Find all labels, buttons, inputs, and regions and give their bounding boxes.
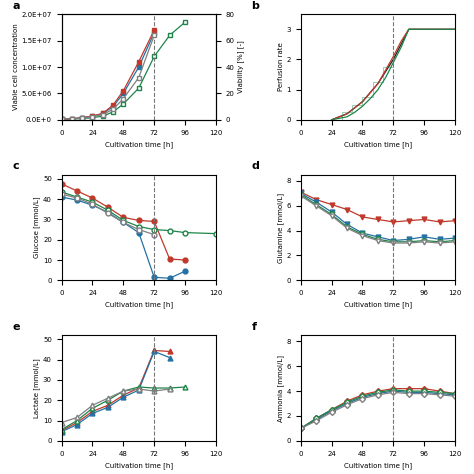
X-axis label: Cultivation time [h]: Cultivation time [h]	[105, 141, 173, 148]
X-axis label: Cultivation time [h]: Cultivation time [h]	[344, 141, 412, 148]
Y-axis label: Lactate [mmol/L]: Lactate [mmol/L]	[33, 358, 40, 418]
X-axis label: Cultivation time [h]: Cultivation time [h]	[344, 462, 412, 469]
Y-axis label: Perfusion rate: Perfusion rate	[278, 43, 284, 91]
X-axis label: Cultivation time [h]: Cultivation time [h]	[105, 301, 173, 309]
X-axis label: Cultivation time [h]: Cultivation time [h]	[344, 301, 412, 309]
Text: a: a	[12, 1, 20, 11]
Text: c: c	[12, 162, 19, 172]
Y-axis label: Glutamine [mmol/L]: Glutamine [mmol/L]	[277, 192, 284, 263]
Text: d: d	[251, 162, 259, 172]
Text: f: f	[251, 322, 256, 332]
Y-axis label: Viable cell concentration: Viable cell concentration	[13, 24, 18, 110]
Y-axis label: Viability [%] [-]: Viability [%] [-]	[237, 41, 244, 93]
Text: e: e	[12, 322, 20, 332]
X-axis label: Cultivation time [h]: Cultivation time [h]	[105, 462, 173, 469]
Y-axis label: Glucose [mmol/L]: Glucose [mmol/L]	[33, 197, 40, 258]
Y-axis label: Ammonia [mmol/L]: Ammonia [mmol/L]	[277, 355, 284, 421]
Text: b: b	[251, 1, 259, 11]
